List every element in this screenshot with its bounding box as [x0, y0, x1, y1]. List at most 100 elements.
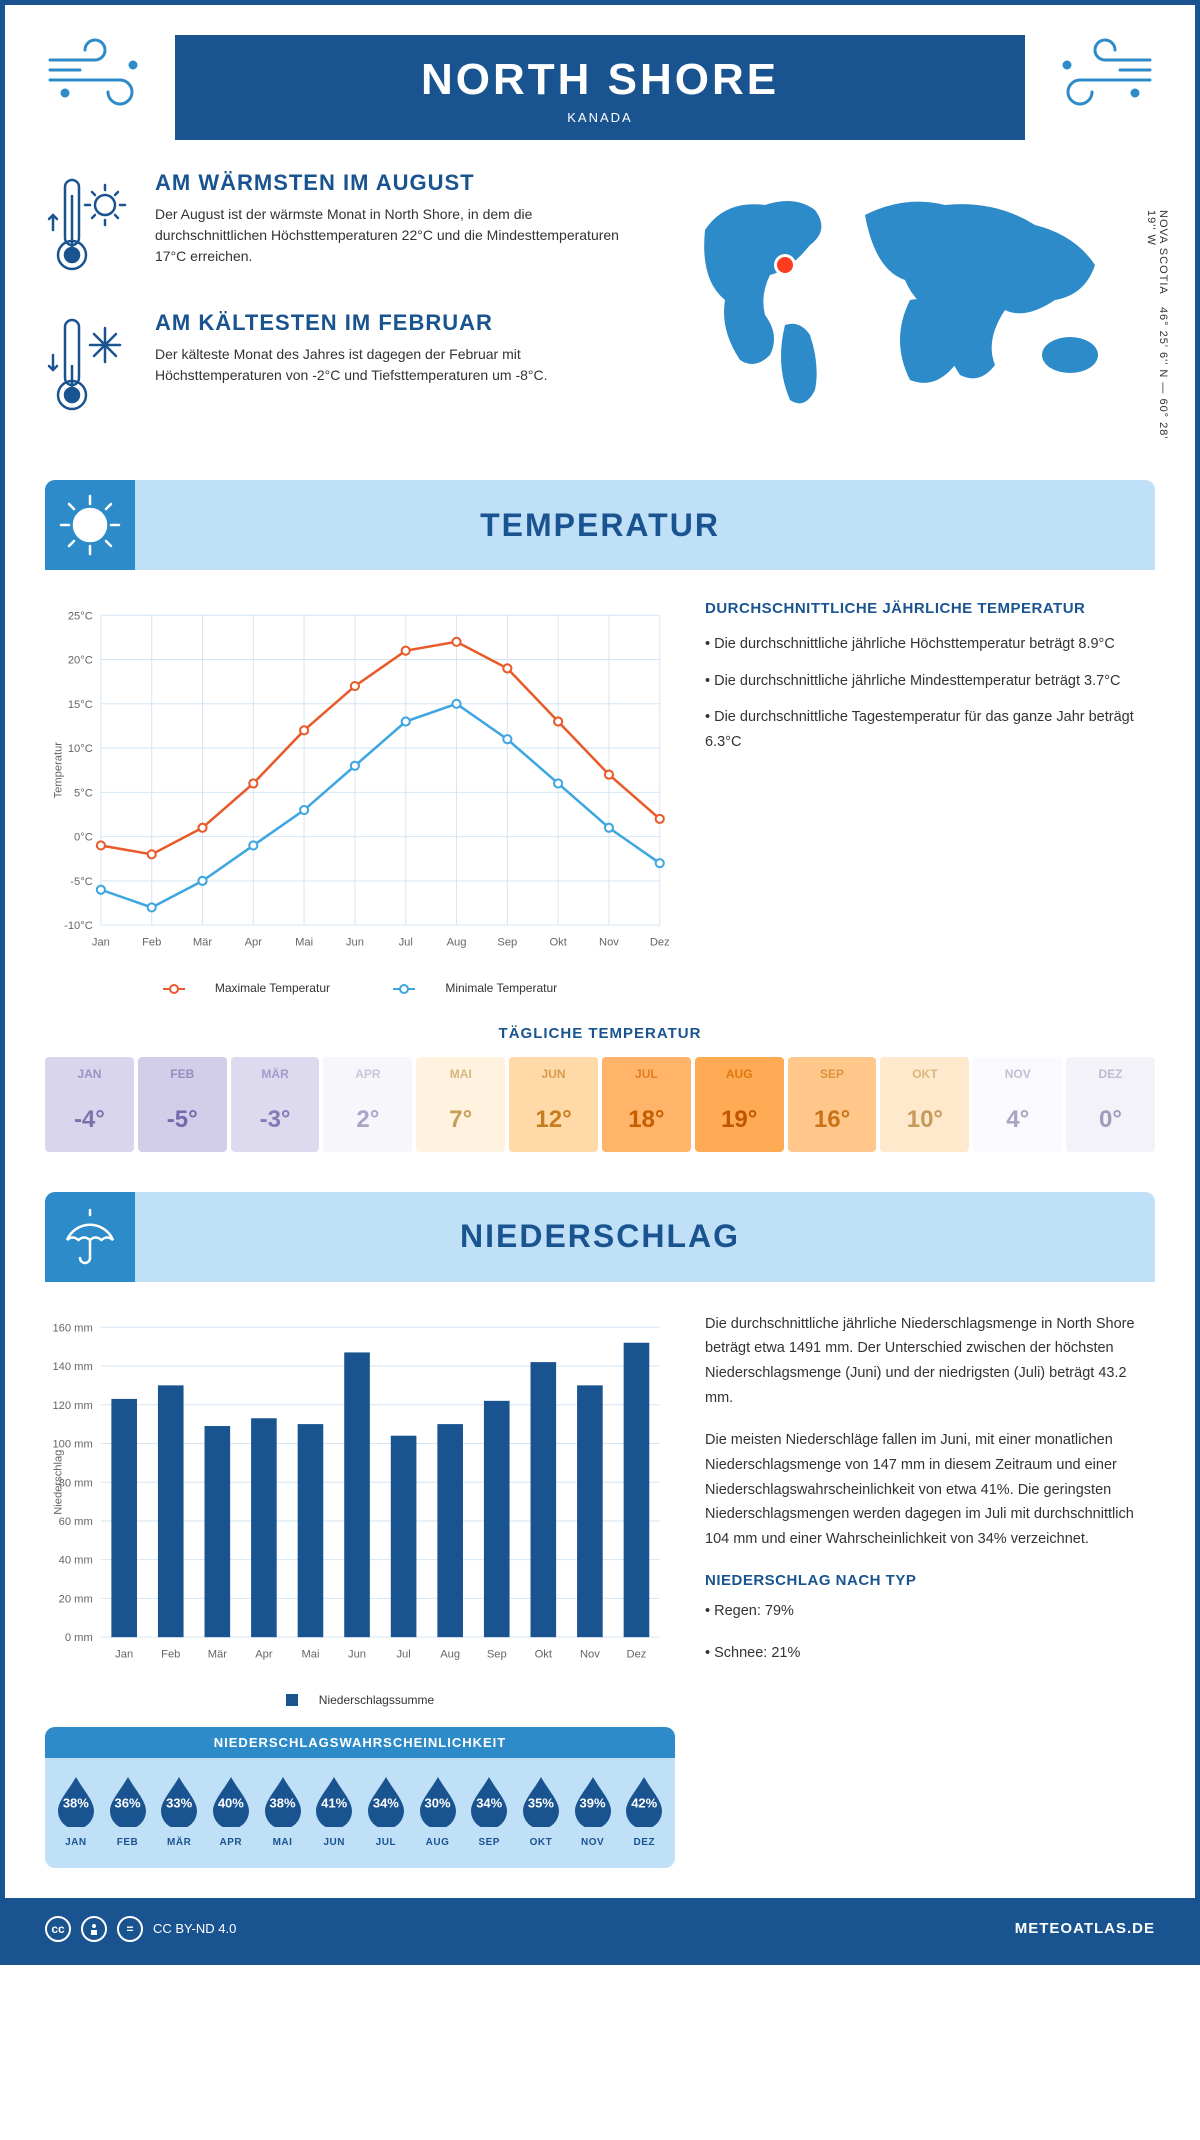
wind-icon — [45, 35, 155, 120]
precip-probability-box: NIEDERSCHLAGSWAHRSCHEINLICHKEIT 38% JAN … — [45, 1727, 675, 1868]
brand-label: METEOATLAS.DE — [1015, 1920, 1155, 1937]
precipitation-bar-chart: 0 mm20 mm40 mm60 mm80 mm100 mm120 mm140 … — [45, 1312, 675, 1707]
umbrella-icon — [45, 1192, 135, 1282]
precip-prob-item: 42% DEZ — [618, 1773, 670, 1848]
svg-text:Mär: Mär — [193, 936, 212, 948]
svg-text:Apr: Apr — [255, 1648, 273, 1660]
svg-text:120 mm: 120 mm — [52, 1400, 92, 1412]
infographic-page: NORTH SHORE KANADA AM WÄRMSTEN IM AUGUST… — [0, 0, 1200, 1965]
precip-prob-item: 39% NOV — [567, 1773, 619, 1848]
svg-text:5°C: 5°C — [74, 787, 93, 799]
svg-text:Jul: Jul — [399, 936, 413, 948]
svg-text:100 mm: 100 mm — [52, 1438, 92, 1450]
precip-prob-item: 34% SEP — [463, 1773, 515, 1848]
sun-icon — [45, 480, 135, 570]
precip-prob-item: 34% JUL — [360, 1773, 412, 1848]
svg-text:Nov: Nov — [580, 1648, 600, 1660]
nd-icon: = — [117, 1916, 143, 1942]
daily-temp-cell: JUN 12° — [509, 1057, 598, 1152]
hottest-blurb: AM WÄRMSTEN IM AUGUST Der August ist der… — [45, 170, 645, 285]
precip-type-heading: NIEDERSCHLAG NACH TYP — [705, 1572, 1155, 1589]
precip-prob-item: 38% JAN — [50, 1773, 102, 1848]
header-banner: NORTH SHORE KANADA — [175, 35, 1025, 140]
svg-text:0°C: 0°C — [74, 832, 93, 844]
svg-text:Temperatur: Temperatur — [52, 742, 64, 799]
daily-temp-cell: MAI 7° — [416, 1057, 505, 1152]
svg-text:Feb: Feb — [161, 1648, 180, 1660]
svg-text:-5°C: -5°C — [70, 876, 92, 888]
daily-temp-cell: AUG 19° — [695, 1057, 784, 1152]
country-label: KANADA — [175, 110, 1025, 125]
section-title-precip: NIEDERSCHLAG — [460, 1218, 740, 1255]
precip-prob-item: 30% AUG — [412, 1773, 464, 1848]
svg-text:-10°C: -10°C — [64, 920, 93, 932]
precip-prob-item: 36% FEB — [102, 1773, 154, 1848]
temperature-line-chart: -10°C-5°C0°C5°C10°C15°C20°C25°CJanFebMär… — [45, 600, 675, 995]
svg-text:Okt: Okt — [549, 936, 567, 948]
precip-paragraph: Die durchschnittliche jährliche Niedersc… — [705, 1312, 1155, 1411]
daily-temp-cell: DEZ 0° — [1066, 1057, 1155, 1152]
section-header-precip: NIEDERSCHLAG — [45, 1192, 1155, 1282]
precip-prob-item: 35% OKT — [515, 1773, 567, 1848]
license-label: CC BY-ND 4.0 — [153, 1921, 236, 1936]
svg-text:10°C: 10°C — [68, 743, 93, 755]
daily-temp-cell: JAN -4° — [45, 1057, 134, 1152]
daily-temp-cell: NOV 4° — [973, 1057, 1062, 1152]
precip-probability-title: NIEDERSCHLAGSWAHRSCHEINLICHKEIT — [45, 1727, 675, 1758]
svg-text:25°C: 25°C — [68, 610, 93, 622]
hottest-title: AM WÄRMSTEN IM AUGUST — [155, 170, 645, 196]
temp-bullet: • Die durchschnittliche Tagestemperatur … — [705, 705, 1155, 754]
precip-summary: Die durchschnittliche jährliche Niedersc… — [705, 1312, 1155, 1868]
svg-text:Niederschlag: Niederschlag — [52, 1449, 64, 1514]
svg-text:Sep: Sep — [487, 1648, 507, 1660]
temp-bullet: • Die durchschnittliche jährliche Höchst… — [705, 632, 1155, 657]
temp-chart-legend: Maximale Temperatur Minimale Temperatur — [45, 981, 675, 995]
precip-prob-item: 41% JUN — [308, 1773, 360, 1848]
temp-blurbs: AM WÄRMSTEN IM AUGUST Der August ist der… — [45, 170, 645, 450]
precip-prob-item: 38% MAI — [257, 1773, 309, 1848]
svg-text:Jan: Jan — [115, 1648, 133, 1660]
precip-chart-legend: Niederschlagssumme — [45, 1693, 675, 1707]
coldest-text: Der kälteste Monat des Jahres ist dagege… — [155, 344, 645, 386]
svg-text:Feb: Feb — [142, 936, 161, 948]
daily-temp-cell: SEP 16° — [788, 1057, 877, 1152]
precip-prob-item: 40% APR — [205, 1773, 257, 1848]
svg-text:20°C: 20°C — [68, 655, 93, 667]
daily-temp-cell: FEB -5° — [138, 1057, 227, 1152]
svg-text:Jun: Jun — [348, 1648, 366, 1660]
svg-text:15°C: 15°C — [68, 699, 93, 711]
temp-summary-heading: DURCHSCHNITTLICHE JÄHRLICHE TEMPERATUR — [705, 600, 1155, 617]
precip-paragraph: Die meisten Niederschläge fallen im Juni… — [705, 1428, 1155, 1551]
coldest-title: AM KÄLTESTEN IM FEBRUAR — [155, 310, 645, 336]
svg-text:Apr: Apr — [245, 936, 263, 948]
svg-text:Dez: Dez — [627, 1648, 647, 1660]
temp-bullet: • Die durchschnittliche jährliche Mindes… — [705, 669, 1155, 694]
thermometer-cold-icon — [45, 310, 135, 425]
svg-text:Mai: Mai — [295, 936, 313, 948]
wind-icon — [1045, 35, 1155, 120]
hottest-text: Der August ist der wärmste Monat in Nort… — [155, 204, 645, 267]
daily-temp-cell: APR 2° — [323, 1057, 412, 1152]
daily-temp-cell: OKT 10° — [880, 1057, 969, 1152]
svg-text:Dez: Dez — [650, 936, 670, 948]
precip-prob-item: 33% MÄR — [153, 1773, 205, 1848]
svg-text:160 mm: 160 mm — [52, 1322, 92, 1334]
svg-text:Sep: Sep — [497, 936, 517, 948]
svg-text:Jul: Jul — [396, 1648, 410, 1660]
svg-text:Okt: Okt — [535, 1648, 553, 1660]
precip-type-bullet: • Schnee: 21% — [705, 1641, 1155, 1666]
daily-temp-grid: JAN -4° FEB -5° MÄR -3° APR 2° MAI 7° JU… — [45, 1057, 1155, 1152]
coldest-blurb: AM KÄLTESTEN IM FEBRUAR Der kälteste Mon… — [45, 310, 645, 425]
svg-text:Mai: Mai — [301, 1648, 319, 1660]
world-map: NOVA SCOTIA 46° 25' 6'' N — 60° 28' 19''… — [675, 170, 1155, 450]
section-title-temp: TEMPERATUR — [480, 507, 720, 544]
daily-temp-cell: MÄR -3° — [231, 1057, 320, 1152]
temp-summary: DURCHSCHNITTLICHE JÄHRLICHE TEMPERATUR •… — [705, 600, 1155, 995]
daily-temp-title: TÄGLICHE TEMPERATUR — [45, 1025, 1155, 1042]
svg-text:40 mm: 40 mm — [59, 1555, 93, 1567]
section-header-temp: TEMPERATUR — [45, 480, 1155, 570]
footer: cc = CC BY-ND 4.0 METEOATLAS.DE — [5, 1898, 1195, 1960]
svg-text:Nov: Nov — [599, 936, 619, 948]
daily-temp-cell: JUL 18° — [602, 1057, 691, 1152]
svg-text:Mär: Mär — [208, 1648, 227, 1660]
